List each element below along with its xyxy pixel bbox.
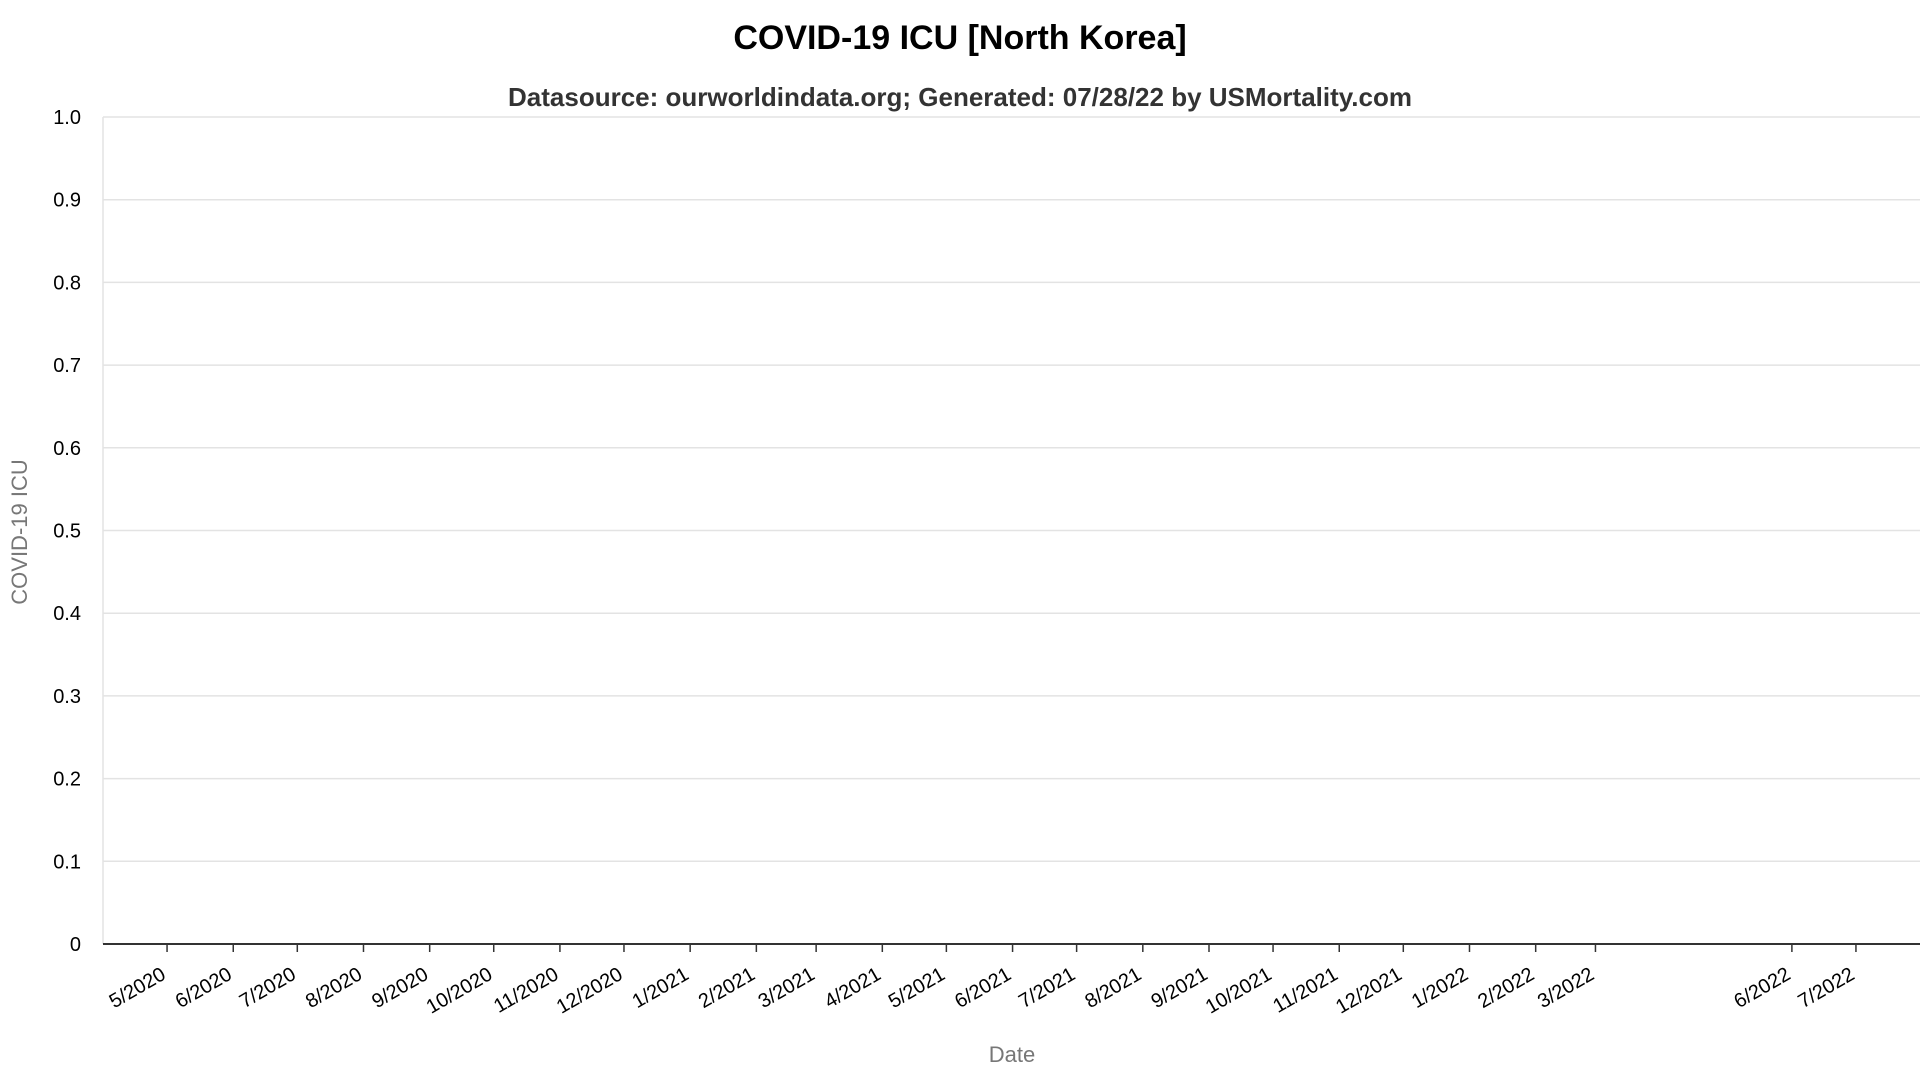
x-tick-label: 5/2021 xyxy=(885,963,949,1013)
x-tick-label: 11/2021 xyxy=(1269,963,1341,1017)
y-tick-label: 0 xyxy=(70,934,81,956)
x-tick-label: 8/2020 xyxy=(302,963,366,1013)
y-tick-label: 0.5 xyxy=(53,521,81,543)
x-tick-label: 3/2021 xyxy=(755,963,819,1013)
y-tick-label: 0.9 xyxy=(53,190,81,212)
x-tick-label: 12/2021 xyxy=(1332,963,1406,1018)
x-tick-label: 12/2020 xyxy=(553,963,627,1018)
x-tick-label: 6/2022 xyxy=(1730,963,1794,1013)
y-tick-label: 0.4 xyxy=(53,603,81,625)
x-tick-label: 3/2022 xyxy=(1534,963,1598,1013)
x-tick-label: 5/2020 xyxy=(106,963,170,1013)
y-tick-label: 0.7 xyxy=(53,355,81,377)
x-axis-ticks: 5/2020 6/2020 7/2020 8/2020 9/202010/202011/… xyxy=(106,944,1858,1018)
x-tick-label: 2/2021 xyxy=(695,963,759,1013)
x-tick-label: 8/2021 xyxy=(1081,963,1145,1013)
y-tick-label: 0.6 xyxy=(53,438,81,460)
y-tick-label: 0.8 xyxy=(53,272,81,294)
y-tick-label: 0.2 xyxy=(53,769,81,791)
x-tick-label: 4/2021 xyxy=(821,963,885,1013)
x-tick-label: 1/2022 xyxy=(1408,963,1472,1013)
x-tick-label: 7/2020 xyxy=(236,963,300,1013)
y-axis-ticks: 0 0.1 0.2 0.3 0.4 0.5 0.6 0.7 0.8 0.9 1.0 xyxy=(53,107,81,956)
x-tick-label: 7/2021 xyxy=(1015,963,1079,1013)
chart-title: COVID-19 ICU [North Korea] xyxy=(733,19,1186,57)
x-tick-label: 7/2022 xyxy=(1794,963,1858,1013)
x-tick-label: 9/2020 xyxy=(368,963,432,1013)
x-tick-label: 10/2020 xyxy=(423,963,497,1018)
x-tick-label: 2/2022 xyxy=(1474,963,1538,1013)
x-tick-label: 6/2021 xyxy=(951,963,1015,1013)
y-tick-label: 0.3 xyxy=(53,686,81,708)
grid-lines xyxy=(103,116,1920,863)
y-tick-label: 1.0 xyxy=(53,107,81,129)
x-tick-label: 6/2020 xyxy=(172,963,236,1013)
y-tick-label: 0.1 xyxy=(53,851,81,873)
chart-subtitle: Datasource: ourworldindata.org; Generate… xyxy=(508,82,1412,112)
y-axis-label: COVID-19 ICU xyxy=(7,459,32,604)
x-tick-label: 1/2021 xyxy=(629,963,693,1013)
x-tick-label: 10/2021 xyxy=(1202,963,1276,1018)
x-tick-label: 9/2021 xyxy=(1148,963,1212,1013)
x-tick-label: 11/2020 xyxy=(490,963,562,1017)
x-axis-label: Date xyxy=(989,1042,1035,1067)
